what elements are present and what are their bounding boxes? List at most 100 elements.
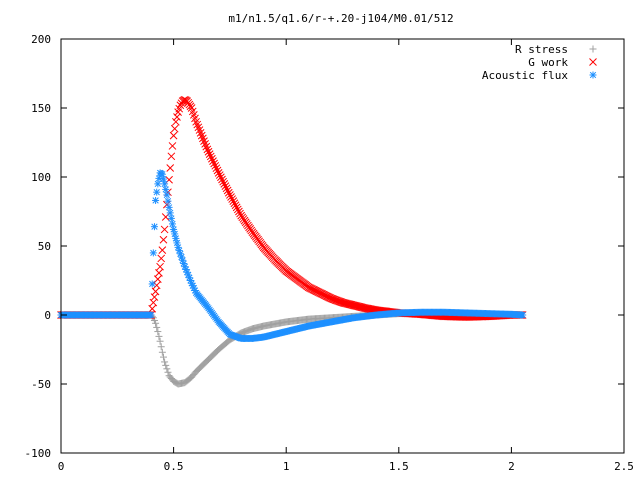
data-point bbox=[159, 235, 168, 244]
y-tick-label: 150 bbox=[31, 102, 51, 115]
data-point bbox=[153, 323, 161, 331]
data-point bbox=[228, 195, 237, 203]
data-point bbox=[229, 197, 238, 206]
data-point bbox=[223, 186, 232, 195]
data-point bbox=[199, 134, 207, 143]
data-point bbox=[217, 173, 225, 182]
data-point bbox=[202, 142, 211, 151]
plot-area bbox=[57, 95, 527, 388]
data-point bbox=[197, 131, 206, 140]
data-point bbox=[173, 239, 181, 247]
x-tick-label: 1 bbox=[283, 460, 290, 473]
data-point bbox=[205, 150, 214, 158]
data-point bbox=[165, 203, 173, 211]
data-point bbox=[166, 164, 175, 172]
data-point bbox=[156, 262, 164, 271]
data-point bbox=[159, 175, 167, 183]
y-tick-label: 0 bbox=[44, 309, 51, 322]
data-point bbox=[196, 128, 205, 137]
x-tick-label: 0.5 bbox=[164, 460, 184, 473]
data-point bbox=[153, 275, 162, 283]
data-point bbox=[215, 171, 224, 179]
data-point bbox=[162, 185, 170, 193]
data-point bbox=[208, 154, 216, 163]
data-point bbox=[155, 332, 163, 340]
data-point bbox=[148, 304, 157, 313]
data-point bbox=[158, 348, 166, 356]
series-acoustic-flux bbox=[57, 169, 527, 342]
data-point bbox=[233, 205, 242, 214]
data-point bbox=[153, 188, 161, 196]
data-point bbox=[204, 147, 213, 156]
data-point bbox=[163, 365, 171, 373]
y-tick-label: 200 bbox=[31, 33, 51, 46]
legend-label: G work bbox=[528, 56, 568, 69]
data-point bbox=[168, 142, 177, 150]
data-point bbox=[231, 201, 240, 210]
data-point bbox=[221, 182, 230, 190]
legend-label: R stress bbox=[515, 43, 568, 56]
legend-marker bbox=[589, 45, 597, 53]
y-tick-label: -50 bbox=[31, 378, 51, 391]
data-point bbox=[161, 180, 169, 188]
x-tick-label: 0 bbox=[58, 460, 65, 473]
x-tick-label: 2.5 bbox=[614, 460, 634, 473]
data-point bbox=[151, 287, 160, 296]
data-point bbox=[167, 214, 175, 222]
y-tick-label: -100 bbox=[25, 447, 52, 460]
data-point bbox=[170, 225, 178, 233]
data-point bbox=[235, 207, 243, 216]
legend-item: G work bbox=[528, 56, 597, 69]
data-point bbox=[152, 319, 160, 327]
x-tick-label: 2 bbox=[508, 460, 515, 473]
data-point bbox=[158, 170, 166, 178]
data-point bbox=[195, 126, 204, 134]
data-point bbox=[157, 254, 166, 263]
data-point bbox=[209, 157, 217, 165]
data-point bbox=[222, 184, 231, 193]
data-point bbox=[164, 197, 172, 205]
data-point bbox=[155, 269, 163, 277]
legend-item: Acoustic flux bbox=[482, 69, 597, 82]
data-point bbox=[167, 152, 176, 161]
data-point bbox=[150, 223, 158, 231]
data-point bbox=[169, 131, 178, 140]
data-point bbox=[170, 124, 179, 133]
data-point bbox=[163, 191, 171, 199]
data-point bbox=[212, 164, 221, 173]
data-point bbox=[161, 358, 169, 366]
legend-label: Acoustic flux bbox=[482, 69, 568, 82]
data-point bbox=[226, 191, 234, 199]
data-point bbox=[210, 159, 218, 168]
data-point bbox=[157, 343, 165, 351]
data-point bbox=[171, 230, 179, 238]
legend-item: R stress bbox=[515, 43, 597, 56]
data-point bbox=[171, 117, 180, 126]
data-point bbox=[193, 120, 202, 129]
data-point bbox=[194, 123, 203, 132]
data-point bbox=[166, 209, 174, 217]
x-tick-label: 1.5 bbox=[389, 460, 409, 473]
data-point bbox=[203, 145, 212, 154]
data-point bbox=[152, 281, 161, 290]
data-point bbox=[519, 311, 527, 319]
data-point bbox=[176, 101, 185, 110]
data-point bbox=[148, 280, 156, 288]
data-point bbox=[218, 175, 226, 184]
data-point bbox=[168, 220, 176, 228]
data-point bbox=[211, 161, 220, 170]
chart-title: m1/n1.5/q1.6/r-+.20-j104/M0.01/512 bbox=[228, 12, 453, 25]
data-point bbox=[219, 177, 227, 186]
data-point bbox=[152, 196, 160, 204]
data-point bbox=[172, 234, 180, 242]
data-point bbox=[164, 368, 172, 376]
data-point bbox=[149, 249, 157, 257]
data-point bbox=[236, 209, 244, 218]
data-point bbox=[220, 180, 229, 188]
data-point bbox=[173, 113, 181, 121]
data-point bbox=[154, 180, 162, 188]
legend-marker bbox=[589, 58, 597, 66]
